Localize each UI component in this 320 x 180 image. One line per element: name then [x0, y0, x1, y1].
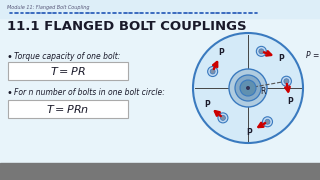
Text: R: R	[260, 87, 265, 96]
FancyBboxPatch shape	[8, 100, 128, 118]
Circle shape	[265, 119, 270, 124]
Circle shape	[208, 67, 218, 76]
Text: $T = PRn$: $T = PRn$	[46, 103, 90, 115]
Circle shape	[229, 69, 267, 107]
Text: •: •	[7, 52, 13, 62]
Text: Torque capacity of one bolt:: Torque capacity of one bolt:	[14, 52, 120, 61]
Text: P = Ar: P = Ar	[306, 51, 320, 60]
Circle shape	[193, 33, 303, 143]
Circle shape	[235, 75, 261, 101]
Circle shape	[281, 76, 292, 86]
Text: 11.1 FLANGED BOLT COUPLINGS: 11.1 FLANGED BOLT COUPLINGS	[7, 20, 247, 33]
Text: P: P	[278, 54, 284, 63]
Circle shape	[220, 115, 225, 120]
Bar	[0, 0, 320, 18]
Circle shape	[246, 86, 250, 90]
Circle shape	[218, 113, 228, 123]
Circle shape	[240, 80, 256, 96]
Circle shape	[256, 46, 266, 56]
Text: P: P	[219, 48, 224, 57]
Text: Module 11: Flanged Bolt Coupling: Module 11: Flanged Bolt Coupling	[7, 5, 90, 10]
Text: •: •	[7, 88, 13, 98]
Circle shape	[284, 79, 289, 84]
Text: $T = PR$: $T = PR$	[50, 65, 86, 77]
Text: For n number of bolts in one bolt circle:: For n number of bolts in one bolt circle…	[14, 88, 165, 97]
Text: P: P	[204, 100, 210, 109]
Circle shape	[262, 117, 273, 127]
Text: P: P	[246, 128, 252, 137]
FancyBboxPatch shape	[8, 62, 128, 80]
Bar	[0, 163, 320, 180]
Text: P: P	[287, 97, 293, 106]
Circle shape	[210, 69, 215, 74]
Circle shape	[259, 49, 264, 54]
